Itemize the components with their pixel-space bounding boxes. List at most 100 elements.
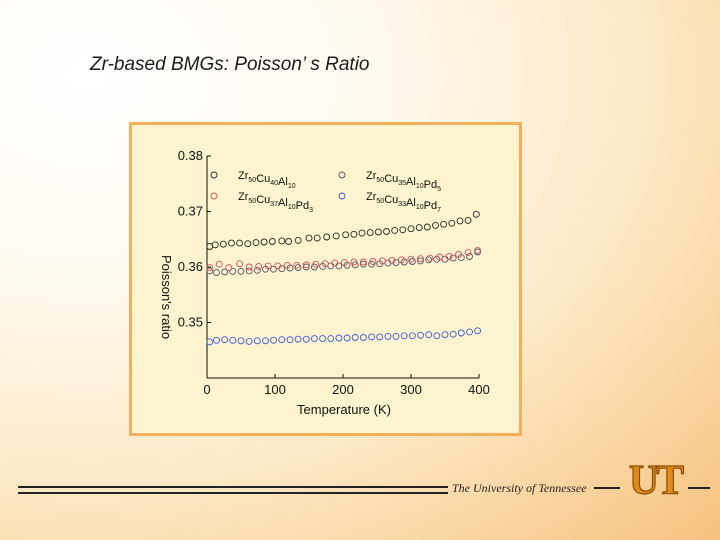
data-point: [253, 266, 261, 274]
data-point: [294, 335, 302, 343]
legend-subscript: 35: [398, 180, 406, 187]
legend-marker: [338, 171, 346, 179]
data-point: [285, 238, 293, 245]
legend-element: Zr: [366, 191, 377, 203]
legend-subscript: 5: [437, 186, 441, 193]
data-point: [313, 234, 321, 242]
data-point: [286, 336, 294, 344]
data-point: [331, 259, 339, 267]
data-point: [392, 332, 400, 340]
data-point: [445, 253, 453, 260]
legend-subscript: 10: [288, 204, 296, 211]
data-point: [441, 331, 449, 339]
data-point: [312, 260, 320, 268]
data-point: [417, 255, 424, 263]
data-point: [366, 229, 374, 237]
data-point: [400, 332, 408, 340]
data-point: [293, 261, 301, 269]
data-point: [391, 226, 399, 234]
ut-logo: UT: [628, 458, 688, 502]
data-point: [407, 255, 415, 263]
x-tick-label: 200: [332, 382, 354, 397]
legend-element: Al: [278, 176, 288, 188]
legend-element: Al: [406, 197, 416, 209]
data-point: [213, 336, 220, 344]
data-point: [392, 259, 400, 267]
footer-rule-right-2: [688, 487, 710, 489]
data-point: [213, 269, 220, 277]
data-point: [440, 220, 448, 228]
x-axis-label: Temperature (K): [297, 402, 391, 417]
data-point: [456, 217, 464, 225]
data-point: [374, 228, 382, 236]
data-point: [255, 262, 263, 270]
data-point: [425, 256, 433, 264]
legend-subscript: 50: [376, 198, 384, 205]
legend-subscript: 10: [416, 183, 424, 190]
legend-element: Zr: [366, 170, 377, 182]
data-point: [432, 221, 439, 229]
data-point: [472, 210, 480, 218]
data-point: [378, 257, 386, 265]
data-point: [278, 336, 286, 344]
data-point: [368, 333, 376, 341]
data-point: [236, 239, 244, 247]
data-point: [206, 264, 214, 272]
data-point: [237, 267, 245, 275]
data-point: [340, 259, 348, 267]
data-point: [323, 233, 331, 241]
y-tick-label: 0.38: [178, 148, 203, 163]
data-point: [274, 262, 282, 270]
data-point: [369, 258, 377, 265]
legend-element: Cu: [384, 173, 398, 185]
data-point: [384, 332, 392, 340]
data-point: [302, 335, 310, 343]
legend-element: Zr: [238, 170, 249, 182]
data-point: [237, 337, 245, 345]
y-tick-label: 0.35: [178, 315, 203, 330]
data-point: [302, 263, 310, 271]
legend-marker: [338, 192, 346, 200]
logo-text: UT: [629, 458, 684, 502]
legend-subscript: 40: [270, 180, 278, 187]
data-point: [236, 260, 244, 268]
data-point: [464, 216, 472, 224]
legend-element: Al: [278, 197, 288, 209]
data-point: [436, 253, 444, 261]
data-point: [417, 331, 424, 339]
legend-subscript: 50: [248, 177, 256, 184]
legend-entry: Zr50Cu37Al10Pd3: [238, 191, 313, 214]
data-point: [206, 267, 214, 275]
legend-entry: Zr50Cu35Al10Pd5: [366, 170, 441, 193]
y-tick-label: 0.37: [178, 204, 203, 219]
slide-title: Zr-based BMGs: Poisson’ s Ratio: [90, 54, 370, 75]
legend-subscript: 33: [398, 201, 406, 208]
data-point: [376, 333, 384, 341]
y-axis-label: Poisson's ratio: [159, 255, 174, 339]
legend-subscript: 10: [288, 183, 296, 190]
footer-rule-left: [18, 486, 448, 488]
data-point: [398, 256, 405, 264]
data-point: [399, 226, 407, 234]
y-tick-label: 0.36: [178, 259, 203, 274]
data-point: [302, 261, 310, 269]
x-tick-label: 0: [203, 382, 210, 397]
data-point: [415, 224, 423, 232]
legend-marker: [210, 171, 218, 179]
data-point: [229, 267, 237, 275]
data-point: [343, 334, 351, 342]
data-point: [221, 268, 229, 276]
data-point: [408, 332, 416, 340]
data-point: [332, 232, 340, 240]
legend-subscript: 10: [416, 204, 424, 211]
data-point: [211, 241, 219, 249]
data-point: [359, 260, 367, 268]
data-point: [433, 332, 441, 340]
data-point: [455, 250, 463, 258]
legend-subscript: 50: [248, 198, 256, 205]
data-point: [262, 337, 269, 345]
legend-element: Cu: [256, 194, 270, 206]
data-point: [351, 334, 359, 341]
chart-frame: 0 100 200 300 400 0.38 0.37 0.36 0.35 Zr50Cu40Al…: [129, 122, 522, 436]
legend-subscript: 37: [270, 201, 278, 208]
